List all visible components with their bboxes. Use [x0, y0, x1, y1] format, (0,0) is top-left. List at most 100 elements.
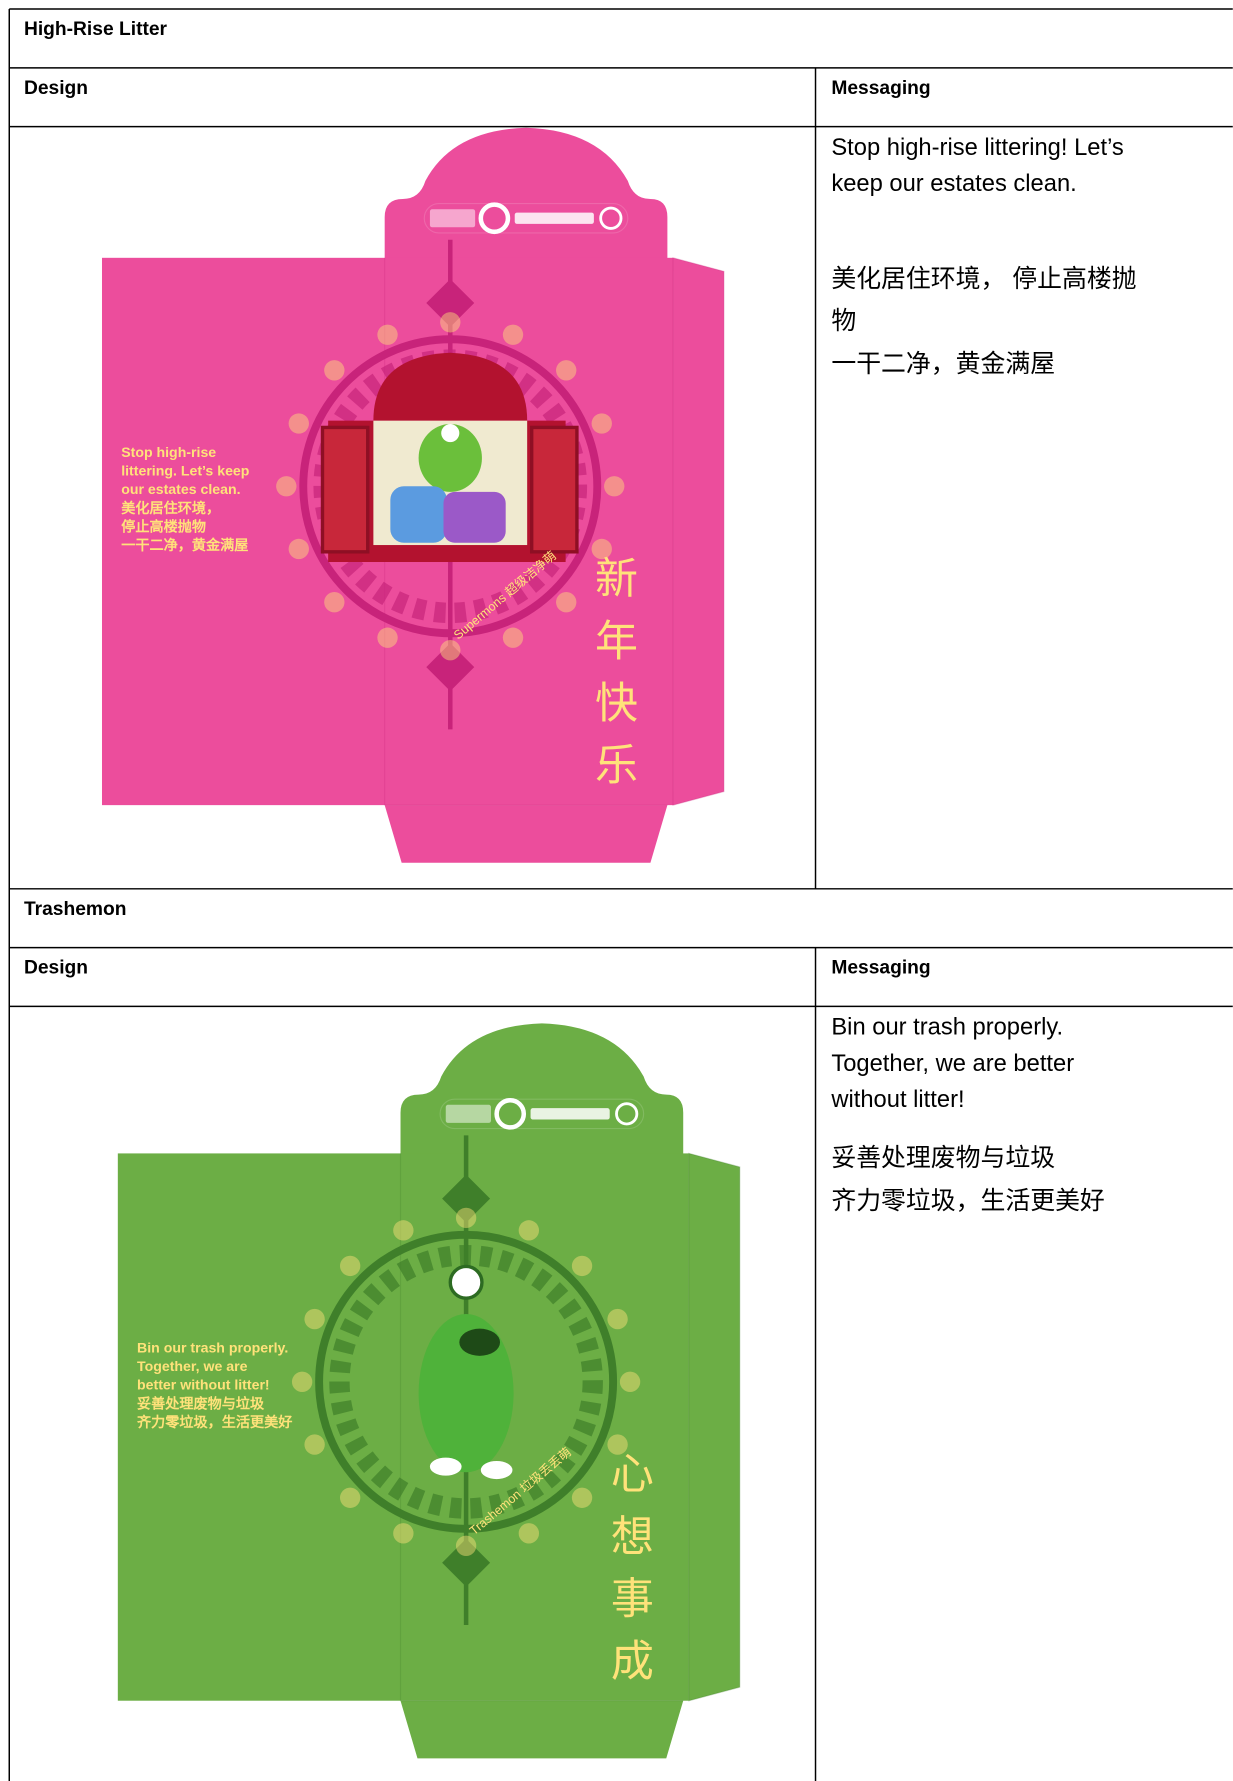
ray-ornament — [377, 324, 398, 345]
envelope-side-text: 妥善处理废物与垃圾 — [137, 1395, 265, 1411]
knot — [442, 1538, 491, 1587]
shutter — [320, 425, 370, 554]
shutter — [529, 425, 579, 554]
character-foot — [480, 1460, 513, 1480]
ray-ornament — [607, 1434, 628, 1455]
ray-ornament — [591, 413, 612, 434]
envelope-greeting: 成 — [611, 1638, 654, 1686]
character — [418, 424, 482, 492]
logo-bar — [445, 1104, 491, 1123]
medallion-inner — [329, 1245, 603, 1519]
ray-ornament — [571, 1487, 593, 1508]
messaging-text: Together, we are better — [831, 1051, 1074, 1077]
ray-ornament — [304, 1308, 325, 1330]
ray-ornament — [607, 1308, 628, 1330]
logo-icon — [615, 1102, 639, 1126]
ray-ornament — [288, 413, 309, 434]
messaging-text: keep our estates clean. — [831, 171, 1076, 197]
ray-ornament — [339, 1255, 361, 1277]
ray-ornament — [339, 1487, 361, 1508]
character-mouth — [459, 1328, 501, 1356]
column-heading: Messaging — [831, 78, 930, 99]
messaging-text: 物 — [831, 307, 856, 335]
envelope-side-flap — [672, 257, 725, 806]
envelope-greeting: 新 — [595, 556, 638, 604]
character — [390, 486, 447, 543]
ray-ornament — [324, 592, 345, 613]
section-title: Trashemon — [24, 899, 127, 920]
envelope-greeting: 想 — [611, 1513, 654, 1561]
messaging-text: Bin our trash properly. — [831, 1015, 1063, 1041]
envelope-greeting: 心 — [611, 1451, 654, 1499]
window-arch — [373, 352, 528, 421]
ray-ornament — [324, 360, 345, 381]
character — [443, 491, 506, 543]
ray-ornament — [502, 324, 524, 345]
ray-ornament — [288, 538, 309, 560]
envelope-side-text: our estates clean. — [121, 481, 240, 497]
envelope-greeting: 事 — [611, 1576, 654, 1624]
messaging-text: 美化居住环境， 停止高楼抛 — [831, 265, 1136, 293]
ray-ornament — [591, 538, 612, 560]
medallion — [315, 1230, 618, 1533]
ray-ornament — [518, 1523, 540, 1544]
messaging-text: Stop high-rise littering! Let’s — [831, 135, 1124, 161]
envelope-side-text: better without litter! — [137, 1377, 270, 1393]
envelope-side-text: 一干二净，黄金满屋 — [121, 537, 248, 553]
envelope-side-text: littering. Let’s keep — [121, 462, 250, 478]
ray-ornament — [619, 1371, 641, 1393]
envelope-bottom-flap — [400, 1700, 684, 1759]
messaging-text: 齐力零垃圾，生活更美好 — [831, 1187, 1104, 1215]
messaging-text: 妥善处理废物与垃圾 — [831, 1144, 1055, 1172]
ray-ornament — [304, 1434, 325, 1455]
ray-ornament — [440, 312, 461, 333]
envelope-side-text: Stop high-rise — [121, 444, 216, 460]
ray-ornament — [393, 1220, 414, 1241]
logo-bar — [429, 209, 476, 228]
column-heading: Design — [24, 958, 88, 979]
logo-icon — [599, 206, 623, 230]
envelope: Bin our trash properly. Together, we are b… — [117, 1023, 741, 1759]
ray-ornament — [377, 627, 398, 648]
column-heading: Messaging — [831, 958, 930, 979]
character-eye — [448, 1264, 484, 1300]
ray-ornament — [276, 476, 297, 497]
envelope-side-flap — [688, 1152, 741, 1702]
logo-bar — [530, 1108, 610, 1120]
column-heading: Design — [24, 78, 88, 99]
ray-ornament — [502, 627, 524, 648]
envelope-side-text: 停止高楼抛物 — [121, 518, 206, 534]
ray-ornament — [291, 1371, 313, 1393]
ray-ornament — [518, 1220, 540, 1241]
messaging-text: 一干二净，黄金满屋 — [831, 350, 1055, 378]
ray-ornament — [556, 360, 577, 381]
envelope-greeting: 乐 — [595, 742, 638, 790]
envelope-side-text: Bin our trash properly. — [137, 1339, 288, 1355]
logo-icon — [478, 202, 511, 235]
ray-ornament — [455, 1207, 477, 1229]
envelope-top-flap — [400, 1023, 684, 1156]
envelope: Stop high-rise littering. Let’s keep our e… — [101, 127, 725, 863]
envelope-bottom-flap — [384, 805, 668, 863]
envelope-greeting: 快 — [595, 680, 638, 728]
messaging-text: without litter! — [830, 1087, 964, 1113]
ray-ornament — [571, 1255, 593, 1277]
logo-icon — [494, 1098, 527, 1130]
logo-bar — [514, 212, 594, 224]
section-title: High-Rise Litter — [24, 19, 168, 40]
character-foot — [429, 1457, 462, 1476]
ray-ornament — [455, 1535, 477, 1556]
envelope-greeting: 年 — [595, 618, 638, 666]
envelope-side-text: Together, we are — [137, 1358, 248, 1374]
envelope-side-text: 美化居住环境， — [121, 500, 220, 516]
ray-ornament — [604, 476, 625, 497]
ray-ornament — [393, 1523, 414, 1544]
character-eye — [441, 424, 460, 443]
envelope-top-flap — [384, 127, 668, 261]
medallion — [299, 335, 602, 638]
ray-ornament — [556, 592, 577, 613]
ray-ornament — [440, 640, 461, 661]
envelope-side-text: 齐力零垃圾，生活更美好 — [137, 1414, 292, 1430]
